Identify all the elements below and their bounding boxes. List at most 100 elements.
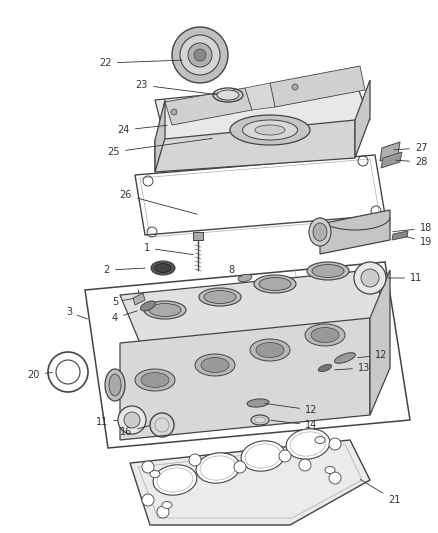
- Text: 3: 3: [66, 307, 87, 319]
- Text: 1: 1: [144, 243, 193, 255]
- Ellipse shape: [153, 465, 196, 495]
- Polygon shape: [130, 440, 369, 525]
- Polygon shape: [379, 142, 399, 161]
- Ellipse shape: [109, 374, 121, 396]
- Text: 24: 24: [117, 125, 167, 135]
- Circle shape: [194, 49, 205, 61]
- Polygon shape: [391, 231, 407, 240]
- Ellipse shape: [201, 358, 229, 373]
- Ellipse shape: [242, 120, 297, 140]
- Ellipse shape: [155, 263, 171, 272]
- Text: 25: 25: [107, 139, 212, 157]
- Circle shape: [279, 450, 290, 462]
- Ellipse shape: [140, 301, 155, 311]
- Circle shape: [180, 35, 219, 75]
- Ellipse shape: [254, 275, 295, 293]
- Circle shape: [118, 406, 146, 434]
- Polygon shape: [120, 270, 389, 343]
- Ellipse shape: [200, 456, 235, 480]
- Circle shape: [157, 506, 169, 518]
- Circle shape: [141, 494, 154, 506]
- Ellipse shape: [310, 327, 338, 343]
- Polygon shape: [354, 80, 369, 158]
- Ellipse shape: [318, 364, 331, 372]
- Ellipse shape: [105, 369, 125, 401]
- Text: 14: 14: [270, 420, 317, 430]
- Text: 18: 18: [392, 223, 431, 233]
- Ellipse shape: [198, 288, 240, 306]
- Circle shape: [172, 27, 227, 83]
- Circle shape: [141, 461, 154, 473]
- Polygon shape: [133, 293, 145, 305]
- Polygon shape: [155, 80, 369, 140]
- Ellipse shape: [255, 343, 283, 358]
- Ellipse shape: [258, 278, 290, 290]
- Ellipse shape: [254, 125, 284, 135]
- Polygon shape: [120, 318, 369, 440]
- Ellipse shape: [244, 444, 280, 468]
- Ellipse shape: [314, 437, 324, 443]
- Circle shape: [187, 43, 212, 67]
- Ellipse shape: [286, 429, 329, 459]
- Text: 12: 12: [264, 403, 317, 415]
- Text: 21: 21: [360, 480, 399, 505]
- Text: 27: 27: [393, 143, 427, 153]
- Text: 11: 11: [95, 417, 117, 427]
- Ellipse shape: [311, 264, 343, 278]
- Circle shape: [353, 262, 385, 294]
- Text: 20: 20: [28, 370, 52, 380]
- Polygon shape: [165, 88, 251, 125]
- Polygon shape: [269, 66, 364, 107]
- Text: 22: 22: [99, 58, 182, 68]
- Text: 2: 2: [103, 265, 145, 275]
- Ellipse shape: [324, 466, 334, 473]
- Text: 11: 11: [387, 273, 421, 283]
- Ellipse shape: [308, 218, 330, 246]
- Circle shape: [124, 412, 140, 428]
- Ellipse shape: [157, 468, 192, 492]
- Text: 13: 13: [334, 363, 369, 373]
- Ellipse shape: [151, 261, 175, 275]
- Polygon shape: [155, 100, 165, 172]
- Circle shape: [291, 84, 297, 90]
- Polygon shape: [193, 232, 202, 240]
- Ellipse shape: [312, 223, 326, 241]
- Ellipse shape: [204, 290, 236, 303]
- Ellipse shape: [334, 353, 355, 364]
- Ellipse shape: [194, 354, 234, 376]
- Ellipse shape: [290, 432, 325, 456]
- Circle shape: [360, 269, 378, 287]
- Text: 4: 4: [112, 311, 137, 323]
- Ellipse shape: [247, 399, 268, 407]
- Polygon shape: [380, 152, 401, 168]
- Text: 8: 8: [228, 265, 241, 277]
- Text: 16: 16: [120, 426, 149, 437]
- Text: 5: 5: [112, 297, 133, 307]
- Polygon shape: [155, 120, 354, 172]
- Circle shape: [328, 472, 340, 484]
- Text: 28: 28: [395, 157, 427, 167]
- Ellipse shape: [135, 369, 175, 391]
- Polygon shape: [319, 210, 389, 254]
- Circle shape: [189, 454, 201, 466]
- Ellipse shape: [148, 303, 180, 317]
- Ellipse shape: [306, 262, 348, 280]
- Ellipse shape: [144, 301, 186, 319]
- Circle shape: [298, 459, 310, 471]
- Ellipse shape: [216, 90, 238, 100]
- Polygon shape: [244, 83, 274, 110]
- Ellipse shape: [230, 115, 309, 145]
- Ellipse shape: [141, 373, 169, 387]
- Ellipse shape: [237, 274, 251, 282]
- Text: 19: 19: [406, 237, 431, 247]
- Circle shape: [328, 438, 340, 450]
- Text: 23: 23: [135, 80, 217, 95]
- Circle shape: [171, 109, 177, 115]
- Circle shape: [233, 461, 245, 473]
- Ellipse shape: [150, 471, 159, 478]
- Ellipse shape: [162, 502, 172, 508]
- Ellipse shape: [196, 453, 239, 483]
- Ellipse shape: [304, 324, 344, 346]
- Ellipse shape: [249, 339, 290, 361]
- Ellipse shape: [240, 441, 284, 471]
